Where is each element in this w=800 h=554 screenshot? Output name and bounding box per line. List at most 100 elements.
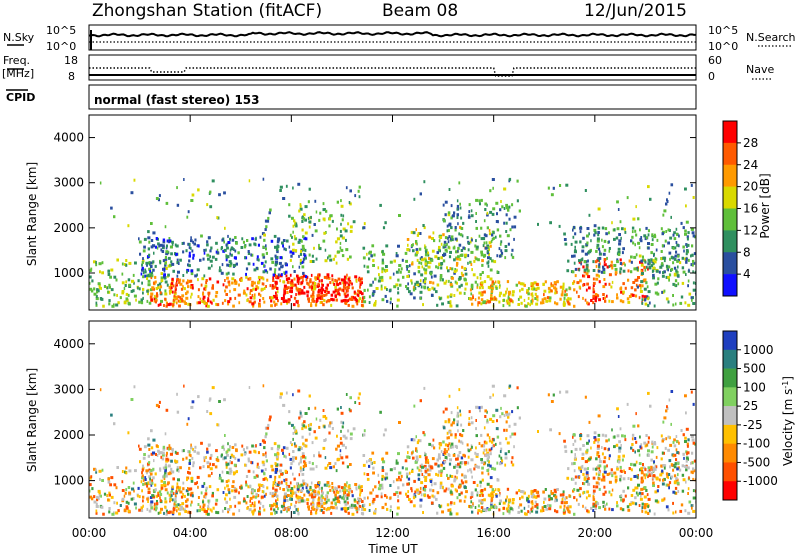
power-cell (469, 260, 472, 264)
power-cell (127, 224, 130, 228)
velocity-cell (317, 490, 320, 494)
velocity-cell (630, 494, 634, 497)
power-cell (596, 237, 600, 241)
power-cell (608, 264, 611, 268)
velocity-cell (486, 482, 490, 486)
velocity-cell (485, 448, 488, 452)
power-cell (130, 191, 134, 195)
velocity-cell (433, 495, 436, 499)
power-cell (613, 264, 617, 267)
power-cell (225, 258, 228, 262)
velocity-cell (260, 484, 264, 487)
velocity-cell (407, 477, 411, 481)
velocity-cell (188, 450, 191, 454)
velocity-cell (286, 498, 289, 502)
power-cell (398, 264, 402, 267)
power-cell (583, 283, 586, 287)
power-cell (446, 236, 449, 240)
power-cell (465, 282, 468, 286)
power-cell (346, 281, 348, 285)
velocity-cell (649, 404, 652, 408)
power-cell (456, 199, 459, 203)
power-cell (645, 226, 648, 230)
velocity-cell (420, 469, 423, 473)
power-cell (192, 253, 195, 257)
power-cell (616, 227, 620, 231)
velocity-cell (549, 504, 552, 508)
velocity-cell (193, 449, 196, 453)
power-cell (389, 288, 392, 292)
colorbar-swatch (723, 164, 737, 187)
velocity-cell (614, 475, 618, 479)
power-cell (225, 285, 228, 289)
power-cell (234, 281, 238, 285)
velocity-cell (178, 488, 181, 492)
power-cell (202, 297, 205, 301)
velocity-cell (462, 453, 465, 457)
velocity-cell (678, 441, 680, 445)
velocity-cell (608, 472, 611, 476)
velocity-cell (447, 508, 451, 512)
power-cell (173, 294, 176, 298)
power-cell (227, 280, 231, 284)
velocity-cell (285, 485, 289, 489)
power-cell (312, 299, 316, 303)
power-cell (690, 296, 693, 300)
colorbar-swatch (723, 462, 737, 482)
velocity-cell (405, 467, 408, 471)
power-cell (566, 269, 570, 273)
power-cell (667, 300, 670, 304)
power-cell (584, 298, 587, 302)
power-cell (569, 297, 572, 301)
power-cell (188, 254, 191, 258)
power-cell (330, 303, 333, 307)
power-cell (302, 291, 306, 295)
velocity-cell (579, 487, 582, 491)
velocity-cell (501, 459, 504, 463)
velocity-cell (503, 414, 506, 417)
velocity-cell (300, 488, 304, 492)
velocity-cell (113, 422, 116, 426)
velocity-cell (159, 451, 163, 455)
power-cell (491, 259, 494, 263)
velocity-cell (511, 456, 514, 460)
velocity-cell (489, 476, 493, 480)
power-cell (162, 240, 166, 244)
power-cell (362, 256, 366, 260)
power-cell (410, 279, 413, 283)
velocity-cell (203, 495, 207, 499)
velocity-cell (307, 505, 310, 509)
power-cell (295, 249, 298, 253)
power-cell (685, 252, 688, 256)
power-cell (433, 239, 436, 243)
power-cell (123, 287, 126, 290)
velocity-cell (673, 438, 676, 442)
power-cell (272, 273, 275, 277)
power-cell (463, 291, 466, 295)
power-cell (460, 249, 464, 252)
power-cell (170, 282, 174, 285)
power-cell (482, 244, 485, 248)
velocity-cell (483, 444, 486, 448)
velocity-cell (269, 491, 272, 495)
velocity-cell (287, 508, 290, 512)
power-cell (546, 296, 550, 300)
power-cell (418, 261, 421, 265)
velocity-cell (201, 484, 205, 488)
power-cell (658, 270, 661, 274)
power-cell (543, 293, 545, 297)
velocity-cell (294, 491, 297, 495)
power-cell (347, 303, 350, 307)
velocity-cell (289, 497, 291, 501)
velocity-cell (359, 490, 362, 494)
velocity-cell (192, 461, 195, 465)
velocity-cell (510, 460, 513, 464)
velocity-cell (276, 452, 280, 456)
power-cell (91, 279, 94, 283)
velocity-cell (186, 478, 188, 482)
velocity-cell (409, 471, 411, 475)
power-cell (282, 280, 285, 284)
velocity-cell (448, 487, 450, 491)
velocity-cell (477, 465, 480, 469)
power-cell (595, 249, 598, 253)
